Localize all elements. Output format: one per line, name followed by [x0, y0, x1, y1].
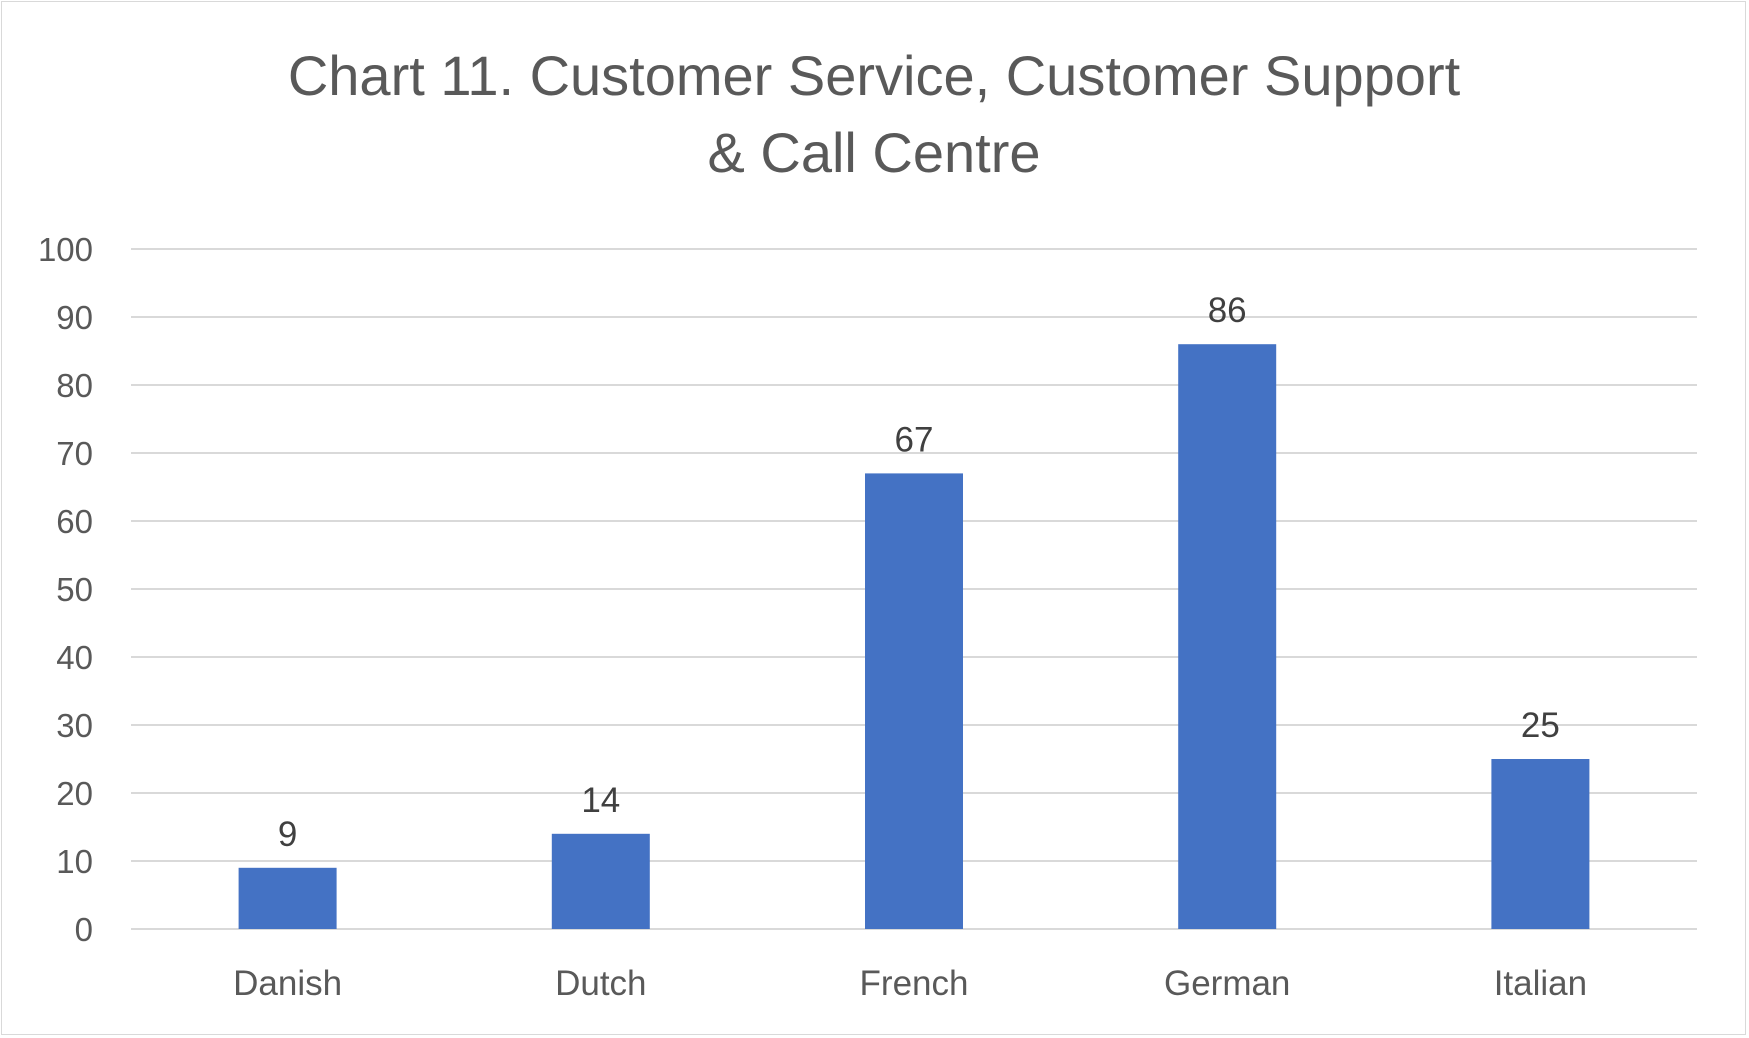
data-label-danish: 9: [278, 815, 297, 854]
y-tick-label: 60: [56, 503, 93, 540]
category-label-italian: Italian: [1494, 964, 1587, 1003]
data-label-french: 67: [895, 420, 934, 459]
bars: [238, 344, 1590, 929]
bar-dutch: [551, 833, 650, 929]
category-label-french: French: [860, 964, 969, 1003]
bar-french: [865, 473, 963, 929]
y-tick-label: 90: [56, 299, 93, 336]
category-label-dutch: Dutch: [555, 964, 646, 1003]
data-label-italian: 25: [1521, 706, 1560, 745]
y-tick-label: 30: [56, 707, 93, 744]
y-tick-label: 0: [75, 911, 93, 948]
data-labels: 9 14 67 86 25: [278, 291, 1560, 854]
chart-title-line-2: & Call Centre: [707, 121, 1040, 184]
y-tick-label: 50: [56, 571, 93, 608]
y-axis-tick-labels: 0 10 20 30 40 50 60 70 80 90 100: [38, 231, 93, 948]
x-axis-category-labels: Danish Dutch French German Italian: [233, 964, 1587, 1003]
y-tick-label: 20: [56, 775, 93, 812]
chart-title-line-1: Chart 11. Customer Service, Customer Sup…: [288, 44, 1461, 107]
data-label-german: 86: [1208, 291, 1247, 330]
category-label-danish: Danish: [233, 964, 342, 1003]
chart-title: Chart 11. Customer Service, Customer Sup…: [288, 44, 1461, 184]
data-label-dutch: 14: [581, 781, 620, 820]
y-tick-label: 10: [56, 843, 93, 880]
y-tick-label: 40: [56, 639, 93, 676]
y-tick-label: 100: [38, 231, 93, 268]
category-label-german: German: [1164, 964, 1290, 1003]
gridlines: [131, 248, 1697, 930]
y-tick-label: 70: [56, 435, 93, 472]
bar-italian: [1491, 759, 1590, 929]
bar-danish: [238, 867, 337, 929]
y-tick-label: 80: [56, 367, 93, 404]
bar-german: [1178, 344, 1277, 929]
